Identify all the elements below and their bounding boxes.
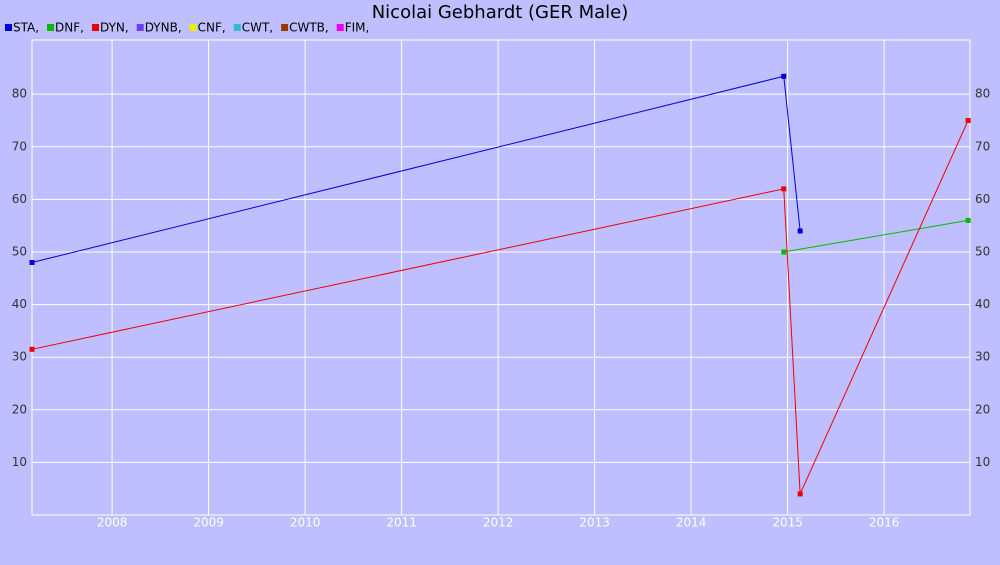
point-marker (781, 73, 787, 79)
legend-label: CNF, (198, 21, 226, 35)
legend-label: CWT, (242, 21, 273, 35)
series-line (31, 120, 969, 495)
legend-swatch (5, 24, 12, 31)
y2-tick-label: 10 (975, 455, 990, 469)
legend-swatch (91, 24, 99, 31)
y-tick-label: 30 (12, 350, 27, 364)
x-tick-label: 2016 (869, 516, 900, 530)
y-tick-label: 10 (12, 455, 27, 469)
y2-tick-label: 80 (975, 87, 990, 101)
x-tick-label: 2014 (676, 516, 707, 530)
y-tick-label: 50 (12, 244, 27, 258)
legend-label: STA, (13, 21, 39, 35)
x-tick-label: 2008 (97, 516, 128, 530)
y2-tick-label: 70 (975, 139, 990, 153)
y-tick-label: 40 (12, 297, 27, 311)
x-tick-label: 2009 (193, 516, 224, 530)
x-tick-label: 2013 (579, 516, 610, 530)
x-tick-label: 2012 (483, 516, 514, 530)
point-marker (29, 260, 35, 266)
point-marker (781, 186, 787, 192)
y-tick-label: 60 (12, 192, 27, 206)
legend-label: DYN, (100, 21, 129, 35)
legend-swatch (189, 24, 197, 31)
legend-label: CWTB, (289, 21, 329, 35)
legend-label: DNF, (55, 21, 84, 35)
point-marker (797, 228, 803, 234)
legend-swatch (47, 24, 55, 31)
y2-tick-label: 60 (975, 192, 990, 206)
legend-label: FIM, (345, 21, 370, 35)
point-marker (965, 117, 971, 123)
legend-swatch (281, 24, 289, 31)
y-tick-label: 70 (12, 139, 27, 153)
legend-swatch (233, 24, 241, 31)
point-marker (29, 346, 35, 352)
y2-tick-label: 50 (975, 244, 990, 258)
y-tick-label: 20 (12, 402, 27, 416)
x-tick-label: 2011 (386, 516, 417, 530)
plot-area (31, 39, 971, 516)
legend-label: DYNB, (145, 21, 182, 35)
point-marker (797, 491, 803, 497)
y2-tick-label: 40 (975, 297, 990, 311)
x-tick-label: 2015 (772, 516, 803, 530)
y-tick-label: 80 (12, 87, 27, 101)
chart-title: Nicolai Gebhardt (GER Male) (372, 2, 629, 23)
y2-tick-label: 20 (975, 402, 990, 416)
point-marker (965, 217, 971, 223)
legend-swatch (136, 24, 144, 31)
y2-tick-label: 30 (975, 350, 990, 364)
legend-swatch (336, 24, 344, 31)
point-marker (781, 249, 787, 255)
series-line (783, 219, 969, 253)
x-tick-label: 2010 (290, 516, 321, 530)
